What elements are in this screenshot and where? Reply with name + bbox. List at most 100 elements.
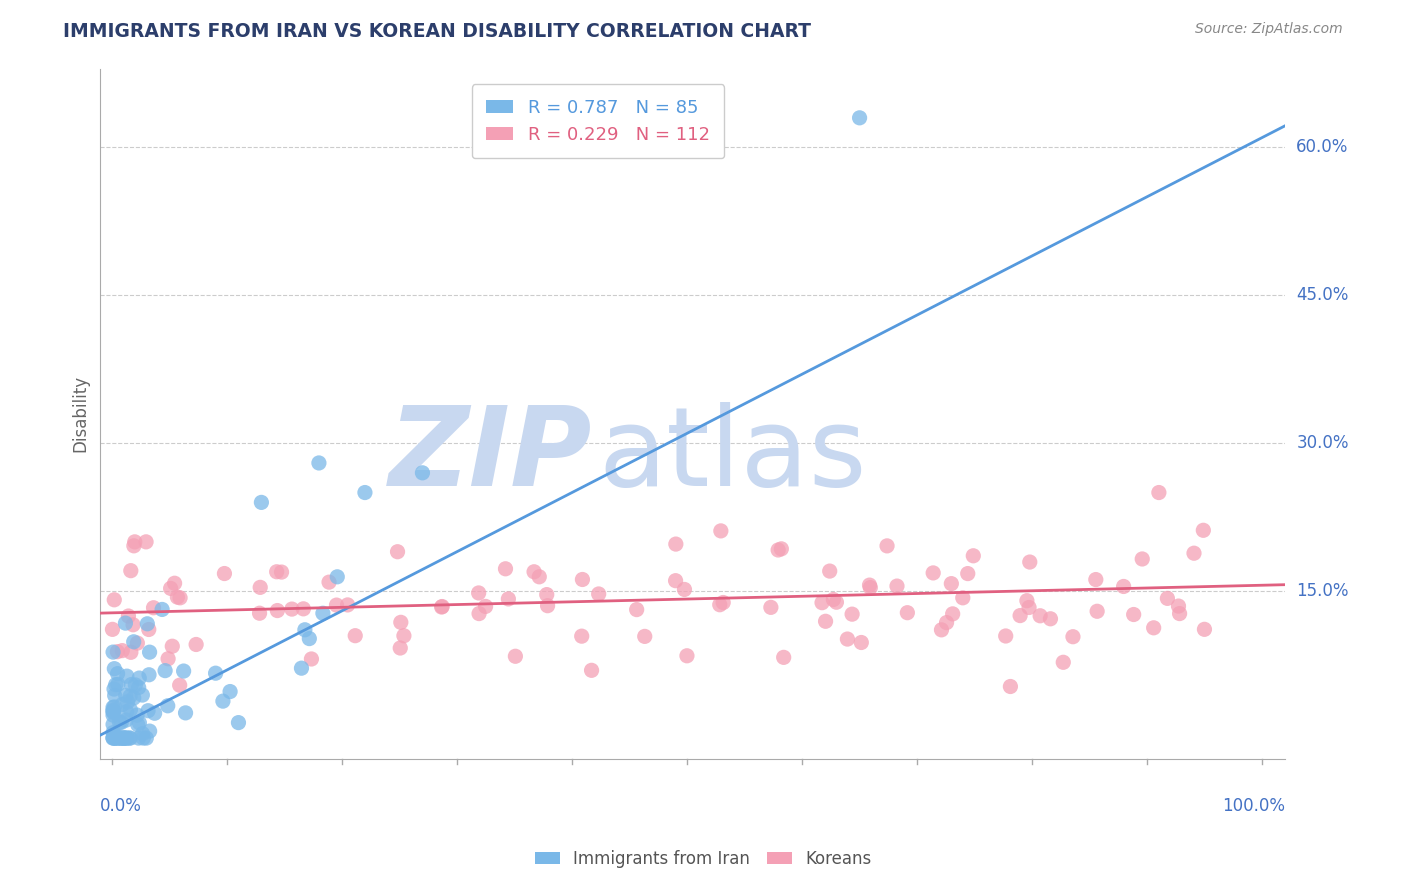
Text: 45.0%: 45.0% xyxy=(1296,286,1348,304)
Point xyxy=(117,609,139,624)
Point xyxy=(114,731,136,745)
Y-axis label: Disability: Disability xyxy=(72,376,89,452)
Point xyxy=(851,635,873,649)
Point xyxy=(104,731,127,745)
Point xyxy=(1147,485,1170,500)
Point xyxy=(131,727,153,741)
Point xyxy=(169,591,191,605)
Point xyxy=(859,581,882,595)
Point xyxy=(111,643,134,657)
Point xyxy=(1143,621,1166,635)
Point xyxy=(103,706,125,720)
Point xyxy=(110,715,132,730)
Point xyxy=(107,731,129,745)
Point xyxy=(1062,630,1084,644)
Point xyxy=(114,689,136,703)
Point xyxy=(1018,600,1040,615)
Point xyxy=(112,731,135,745)
Point xyxy=(818,564,841,578)
Text: 60.0%: 60.0% xyxy=(1296,138,1348,156)
Legend: Immigrants from Iran, Koreans: Immigrants from Iran, Koreans xyxy=(529,844,877,875)
Point xyxy=(935,615,957,630)
Point xyxy=(104,728,127,742)
Point xyxy=(138,623,160,637)
Point xyxy=(676,648,699,663)
Point xyxy=(467,586,489,600)
Point xyxy=(1084,573,1107,587)
Point xyxy=(132,731,155,745)
Point xyxy=(103,731,125,745)
Point xyxy=(101,645,124,659)
Point xyxy=(766,543,789,558)
Point xyxy=(1194,623,1216,637)
Point xyxy=(110,731,132,745)
Point xyxy=(101,704,124,718)
Point xyxy=(1039,612,1062,626)
Point xyxy=(103,731,125,745)
Point xyxy=(336,598,359,612)
Point xyxy=(124,534,146,549)
Point xyxy=(536,588,558,602)
Point xyxy=(505,649,527,664)
Point xyxy=(270,565,292,579)
Point xyxy=(128,681,150,695)
Point xyxy=(710,524,733,538)
Point xyxy=(529,570,551,584)
Text: 100.0%: 100.0% xyxy=(1222,797,1285,814)
Point xyxy=(962,549,984,563)
Point xyxy=(156,698,179,713)
Point xyxy=(101,717,124,731)
Point xyxy=(931,623,953,637)
Text: 15.0%: 15.0% xyxy=(1296,582,1348,600)
Point xyxy=(104,678,127,692)
Point xyxy=(249,606,271,620)
Point xyxy=(1192,524,1215,538)
Point xyxy=(1052,655,1074,669)
Point xyxy=(111,698,134,712)
Point xyxy=(814,615,837,629)
Point xyxy=(214,566,236,581)
Point xyxy=(1130,552,1153,566)
Point xyxy=(105,645,128,659)
Point xyxy=(581,663,603,677)
Point xyxy=(571,573,593,587)
Point xyxy=(184,638,207,652)
Point xyxy=(174,706,197,720)
Point xyxy=(281,602,304,616)
Point xyxy=(117,695,139,709)
Point xyxy=(1085,604,1108,618)
Point xyxy=(1000,680,1022,694)
Point xyxy=(120,731,142,745)
Point xyxy=(122,617,145,632)
Legend: R = 0.787   N = 85, R = 0.229   N = 112: R = 0.787 N = 85, R = 0.229 N = 112 xyxy=(472,85,724,159)
Point xyxy=(837,632,859,646)
Point xyxy=(266,603,288,617)
Point xyxy=(896,606,918,620)
Point xyxy=(523,565,546,579)
Point xyxy=(312,607,335,621)
Point xyxy=(127,636,149,650)
Point xyxy=(162,639,184,653)
Point xyxy=(135,731,157,745)
Point xyxy=(101,704,124,718)
Point xyxy=(219,684,242,698)
Point xyxy=(101,623,124,637)
Point xyxy=(107,666,129,681)
Point xyxy=(942,607,965,621)
Point xyxy=(665,574,688,588)
Point xyxy=(841,607,863,622)
Point xyxy=(122,539,145,553)
Point xyxy=(115,669,138,683)
Point xyxy=(118,731,141,745)
Point xyxy=(956,566,979,581)
Point xyxy=(101,708,124,723)
Point xyxy=(1122,607,1144,622)
Point xyxy=(411,466,433,480)
Point xyxy=(588,587,610,601)
Point xyxy=(128,671,150,685)
Point xyxy=(1168,607,1191,621)
Point xyxy=(1018,555,1040,569)
Point xyxy=(122,690,145,705)
Point xyxy=(108,715,131,730)
Point xyxy=(876,539,898,553)
